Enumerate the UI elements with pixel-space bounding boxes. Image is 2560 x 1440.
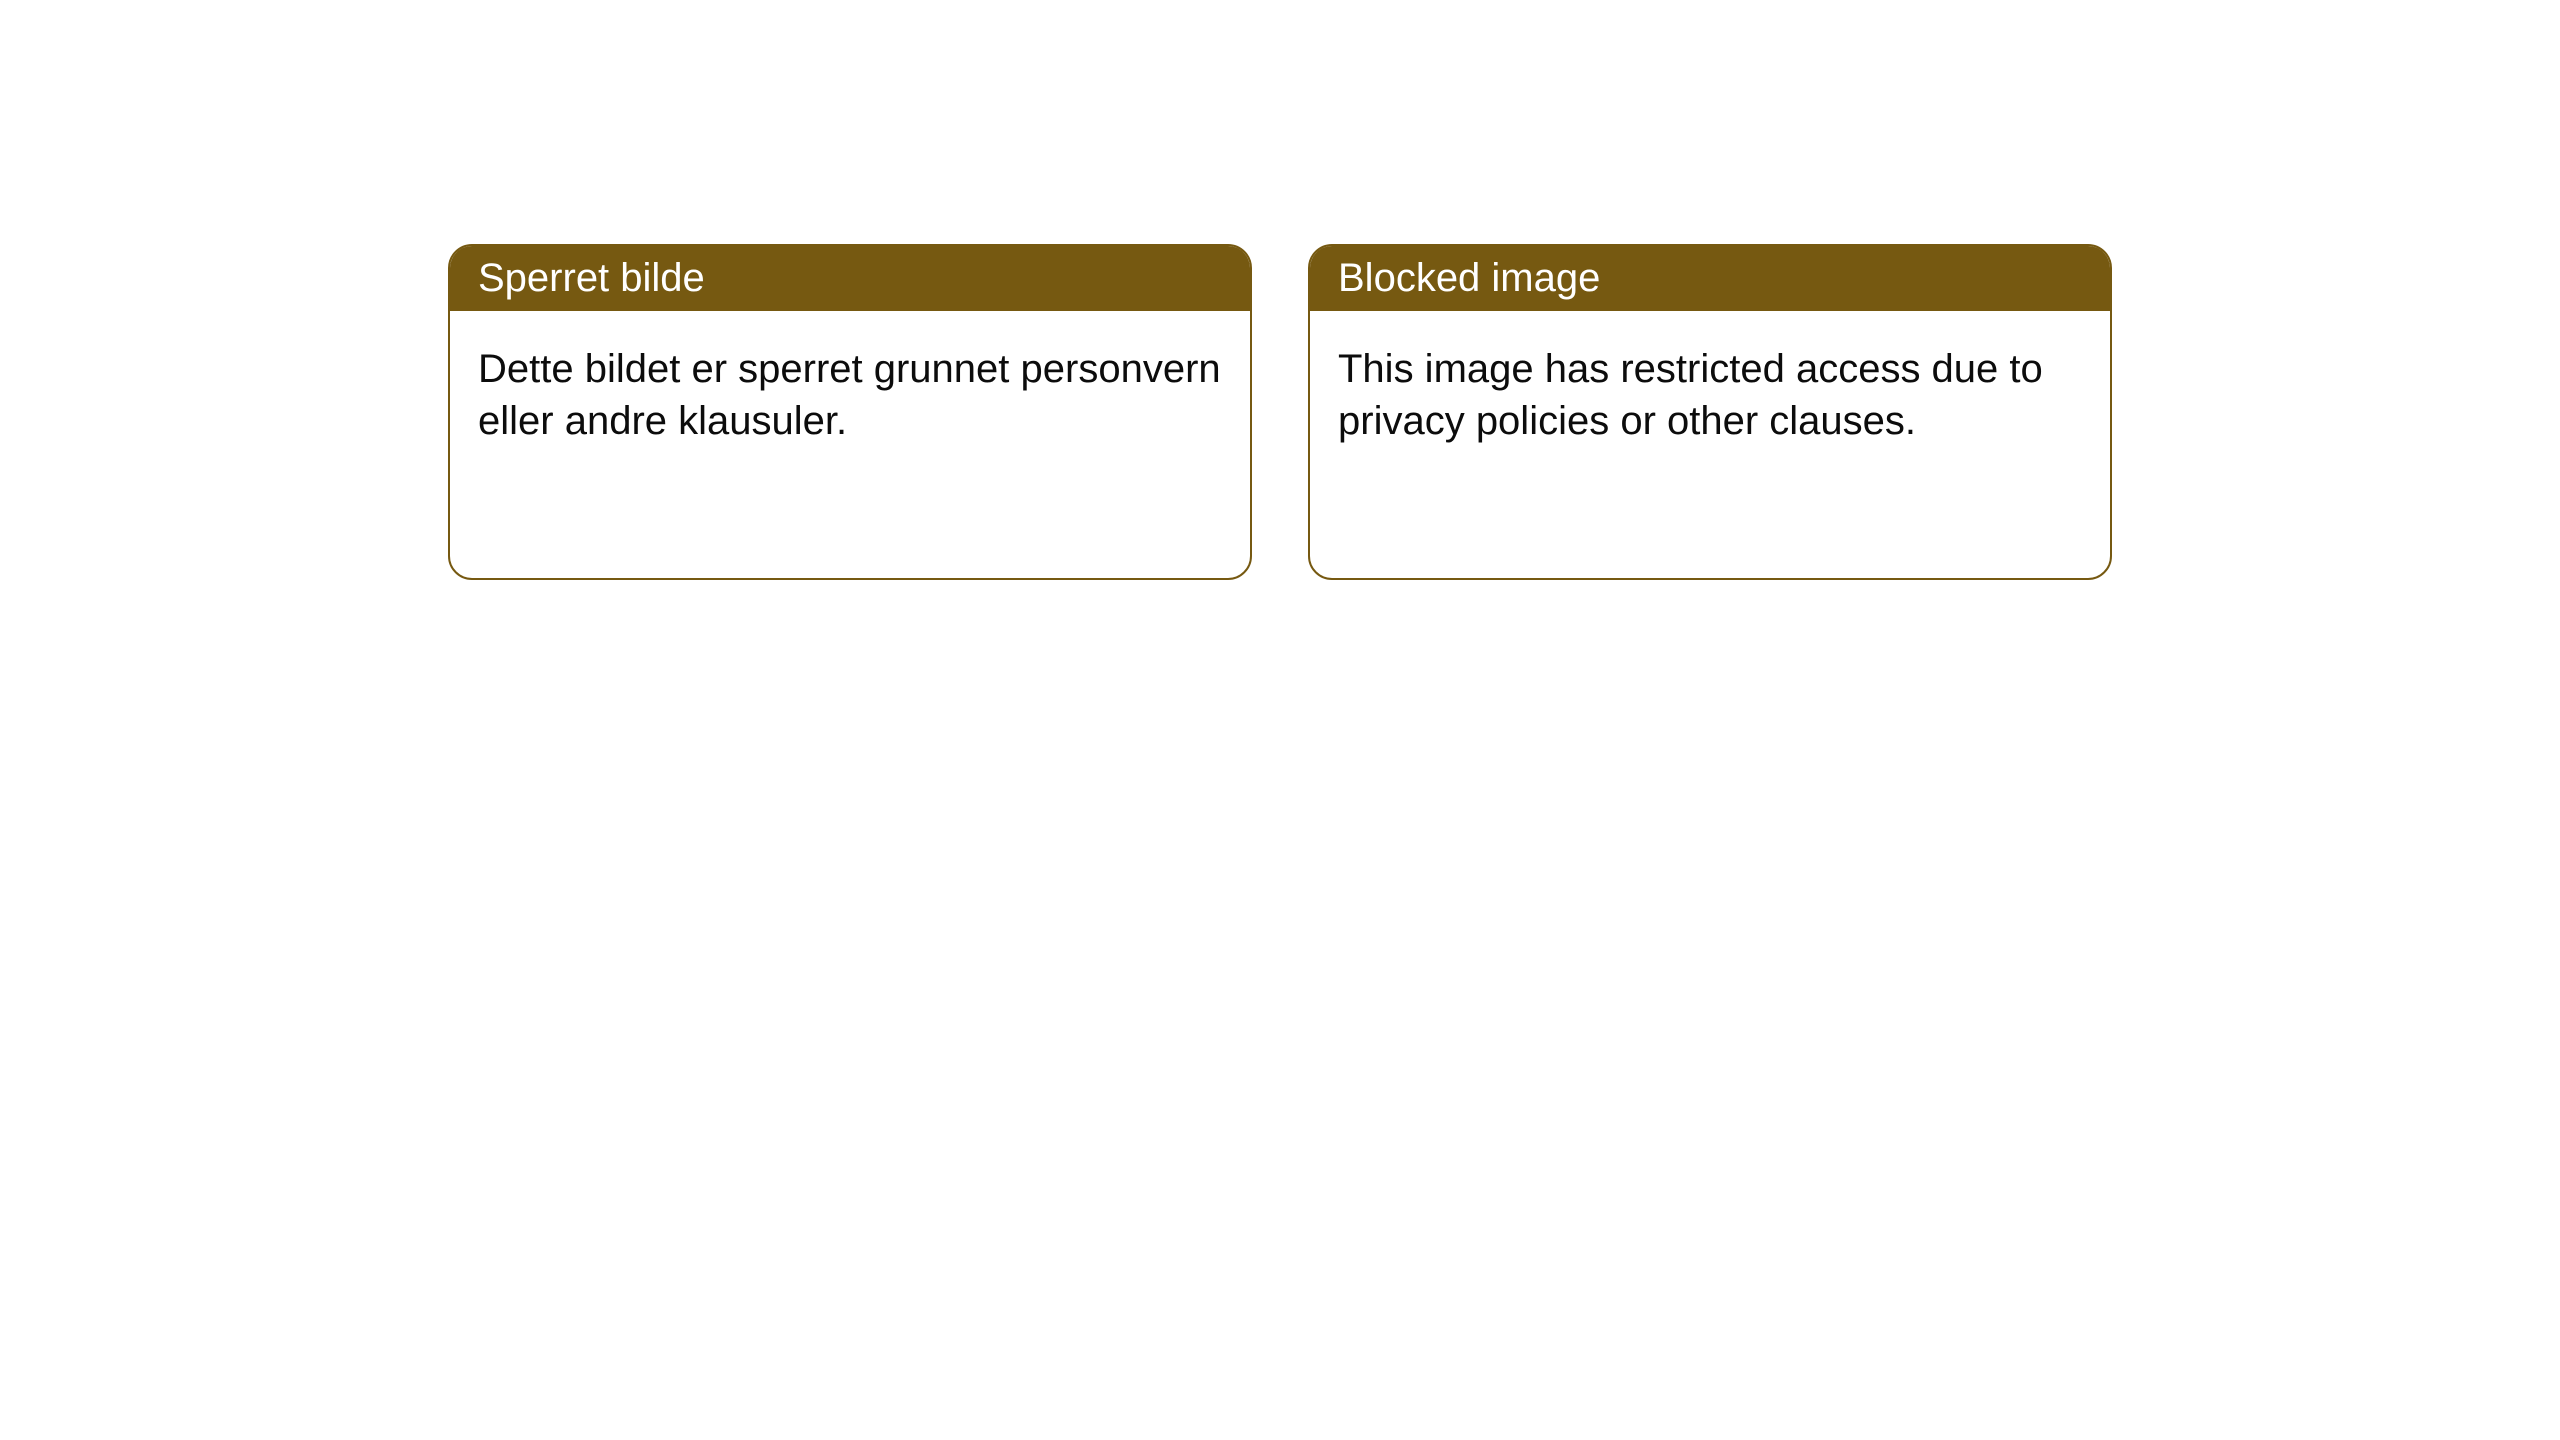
notice-body-english: This image has restricted access due to … bbox=[1310, 311, 2110, 479]
notice-header-norwegian: Sperret bilde bbox=[450, 246, 1250, 311]
notice-card-english: Blocked image This image has restricted … bbox=[1308, 244, 2112, 580]
notice-title-norwegian: Sperret bilde bbox=[478, 256, 705, 300]
notice-body-norwegian: Dette bildet er sperret grunnet personve… bbox=[450, 311, 1250, 479]
notice-message-english: This image has restricted access due to … bbox=[1338, 347, 2043, 443]
notice-header-english: Blocked image bbox=[1310, 246, 2110, 311]
notice-container: Sperret bilde Dette bildet er sperret gr… bbox=[0, 0, 2560, 580]
notice-card-norwegian: Sperret bilde Dette bildet er sperret gr… bbox=[448, 244, 1252, 580]
notice-message-norwegian: Dette bildet er sperret grunnet personve… bbox=[478, 347, 1221, 443]
notice-title-english: Blocked image bbox=[1338, 256, 1600, 300]
